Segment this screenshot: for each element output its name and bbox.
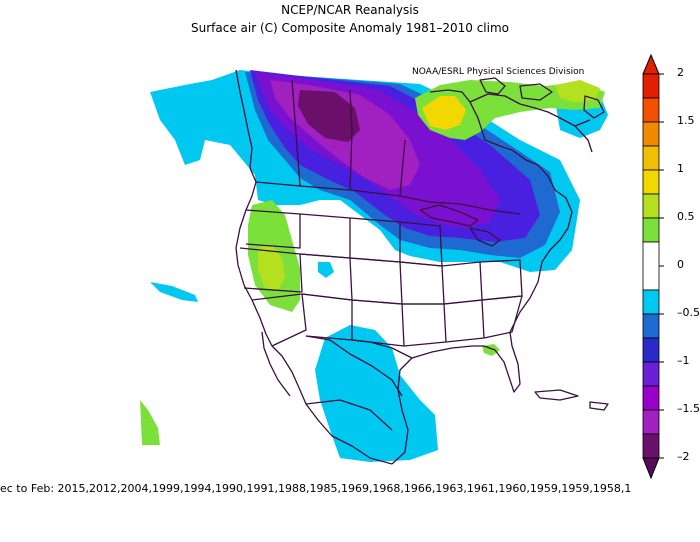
colorbar-mid-blue xyxy=(642,313,660,339)
colorbar-top-arrow xyxy=(642,53,660,75)
chart-subtitle: Surface air (C) Composite Anomaly 1981–2… xyxy=(190,21,510,35)
colorbar-label-minus-1: –1 xyxy=(677,354,690,367)
light-blue-patch-west xyxy=(150,282,198,302)
yellow-patch-north xyxy=(422,96,466,130)
credit-label: NOAA/ESRL Physical Sciences Division xyxy=(412,67,585,77)
yellow-green-patch-west xyxy=(258,245,285,290)
colorbar-green xyxy=(642,217,660,243)
colorbar-label-1.5: 1.5 xyxy=(677,114,695,127)
colorbar-ticks xyxy=(659,73,664,459)
colorbar-yellow2 xyxy=(642,169,660,195)
colorbar-red xyxy=(642,73,660,99)
colorbar-yellow xyxy=(642,145,660,171)
colorbar-label-0.5: 0.5 xyxy=(677,210,695,223)
green-patch-north xyxy=(415,80,605,140)
chart-title: NCEP/NCAR Reanalysis xyxy=(281,3,419,17)
green-patch-pacific xyxy=(140,400,160,445)
colorbar-yellow-green xyxy=(642,193,660,219)
colorbar-label-2: 2 xyxy=(677,66,684,79)
colorbar-white xyxy=(642,241,660,291)
colorbar-purple xyxy=(642,385,660,411)
colorbar-orange xyxy=(642,97,660,123)
dark-purple-region xyxy=(298,90,360,142)
colorbar-light-blue xyxy=(642,289,660,315)
colorbar-dark-purple xyxy=(642,433,660,459)
colorbar-label-1: 1 xyxy=(677,162,684,175)
colorbar-violet xyxy=(642,361,660,387)
colorbar-magenta xyxy=(642,409,660,435)
colorbar-label-minus-0.5: –0.5 xyxy=(677,306,700,319)
colorbar-label-minus-2: –2 xyxy=(677,450,690,463)
colorbar-orange2 xyxy=(642,121,660,147)
composite-years-caption: ec to Feb: 2015,2012,2004,1999,1994,1990… xyxy=(0,482,632,495)
light-blue-patch-small xyxy=(318,262,334,278)
boundaries xyxy=(235,69,609,465)
colorbar-label-0: 0 xyxy=(677,258,684,271)
colorbar-label-minus-1.5: –1.5 xyxy=(677,402,700,415)
colorbar-blue xyxy=(642,337,660,363)
colorbar-bottom-arrow xyxy=(642,457,660,480)
